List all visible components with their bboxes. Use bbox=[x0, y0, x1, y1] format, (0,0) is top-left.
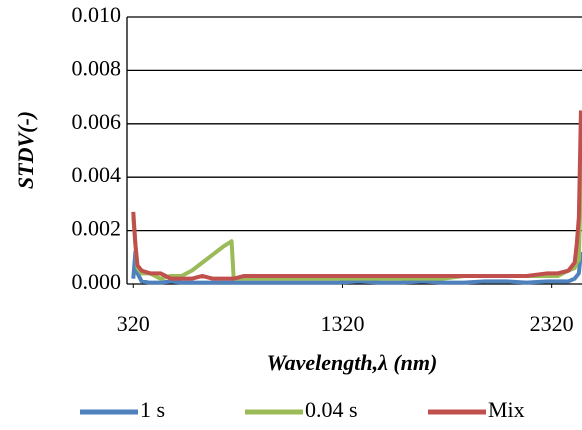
y-tick-label: 0.006 bbox=[72, 109, 122, 134]
series-line bbox=[131, 249, 582, 285]
legend-label: 1 s bbox=[140, 397, 165, 422]
y-tick-label: 0.000 bbox=[72, 269, 122, 294]
series-line bbox=[131, 150, 582, 281]
series-line bbox=[131, 110, 582, 281]
y-tick-label: 0.010 bbox=[72, 2, 122, 27]
legend-label: Mix bbox=[488, 397, 525, 422]
y-tick-label: 0.004 bbox=[72, 162, 122, 187]
x-tick-label: 2320 bbox=[530, 311, 574, 336]
y-tick-label: 0.008 bbox=[72, 55, 122, 80]
legend-label: 0.04 s bbox=[305, 397, 358, 422]
x-axis-label: Wavelength,λ (nm) bbox=[267, 350, 438, 375]
y-axis-label: STDV(-) bbox=[13, 111, 38, 189]
y-tick-label: 0.002 bbox=[72, 216, 122, 241]
x-tick-label: 1320 bbox=[320, 311, 364, 336]
x-tick-label: 320 bbox=[117, 311, 150, 336]
